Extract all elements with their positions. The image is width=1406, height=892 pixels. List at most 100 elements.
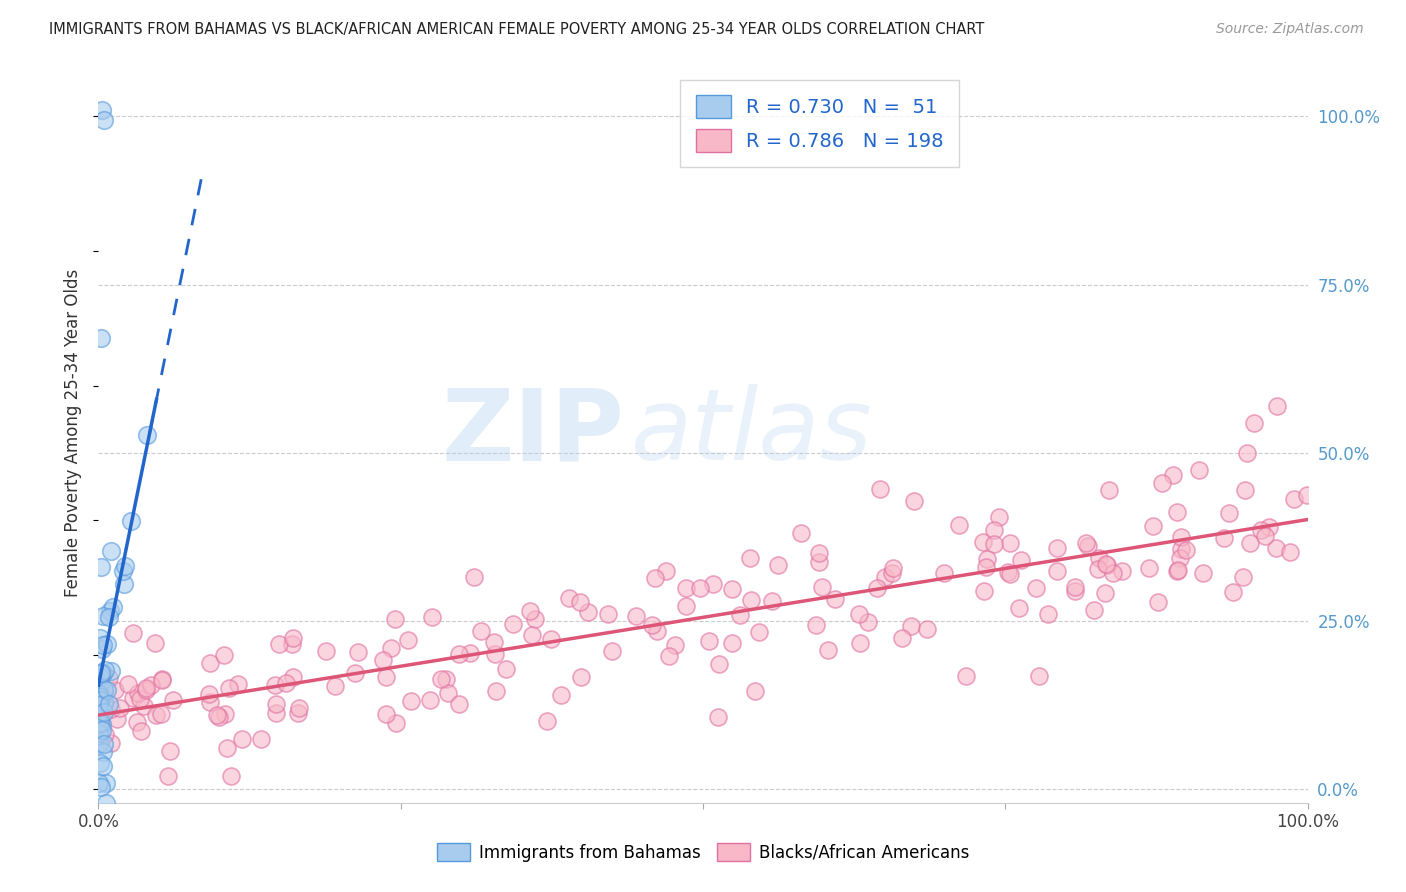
Point [87,711,110,725]
Point [98,671,121,685]
Point [998,536,1021,550]
Point [90,694,112,708]
Point [127,685,149,699]
Point [437,686,460,700]
Point [519,604,541,618]
Point [263,678,285,692]
Point [1236,446,1258,460]
Point [375,706,398,721]
Point [520,628,543,642]
Point [707,709,730,723]
Point [789,526,811,541]
Point [866,581,889,595]
Point [1243,416,1265,430]
Point [463,570,485,584]
Point [675,599,697,613]
Point [221,769,243,783]
Point [675,581,697,595]
Point [1087,550,1109,565]
Point [569,595,592,609]
Point [1076,535,1098,549]
Point [384,612,406,626]
Point [900,619,922,633]
Point [373,653,395,667]
Point [87,737,110,751]
Point [470,624,492,639]
Point [1250,523,1272,537]
Point [250,732,273,747]
Point [482,635,505,649]
Point [1008,601,1031,615]
Point [205,707,228,722]
Point [460,646,482,660]
Point [430,672,453,686]
Point [87,713,110,727]
Point [93,696,115,710]
Point [347,645,370,659]
Point [90,665,112,680]
Text: IMMIGRANTS FROM BAHAMAS VS BLACK/AFRICAN AMERICAN FEMALE POVERTY AMONG 25-34 YEA: IMMIGRANTS FROM BAHAMAS VS BLACK/AFRICAN… [49,22,984,37]
Point [89,693,111,707]
Point [90,331,112,345]
Point [112,564,135,578]
Point [98,610,121,624]
Point [94,726,117,740]
Point [100,604,122,618]
Point [89,716,111,731]
Point [728,608,751,623]
Point [1083,603,1105,617]
Point [93,681,115,696]
Point [600,644,623,658]
Point [983,523,1005,537]
Point [856,615,879,630]
Point [1166,505,1188,519]
Point [207,710,229,724]
Point [811,580,834,594]
Point [1254,528,1277,542]
Point [882,561,904,575]
Text: atlas: atlas [630,384,872,481]
Point [1213,531,1236,545]
Point [150,706,173,721]
Point [375,670,398,684]
Point [100,544,122,558]
Point [89,690,111,705]
Point [707,657,730,672]
Point [104,682,127,697]
Point [1295,488,1317,502]
Point [228,677,250,691]
Point [385,715,408,730]
Point [536,714,558,728]
Point [596,607,619,621]
Point [664,638,686,652]
Point [103,600,125,615]
Point [420,610,443,624]
Point [447,647,470,661]
Point [1098,483,1121,497]
Point [495,662,517,676]
Point [1188,462,1211,476]
Point [150,673,173,687]
Point [399,694,422,708]
Point [817,643,839,657]
Point [1278,545,1301,559]
Point [891,631,914,645]
Point [91,638,114,652]
Point [93,112,115,127]
Point [626,609,648,624]
Point [129,724,152,739]
Point [1175,543,1198,558]
Y-axis label: Female Poverty Among 25-34 Year Olds: Female Poverty Among 25-34 Year Olds [65,268,83,597]
Point [89,756,111,770]
Point [869,482,891,496]
Point [721,582,744,596]
Point [1046,564,1069,578]
Point [91,642,114,657]
Point [540,632,562,646]
Point [150,673,173,688]
Point [740,592,762,607]
Point [1167,563,1189,577]
Point [87,687,110,701]
Point [915,623,938,637]
Point [524,612,547,626]
